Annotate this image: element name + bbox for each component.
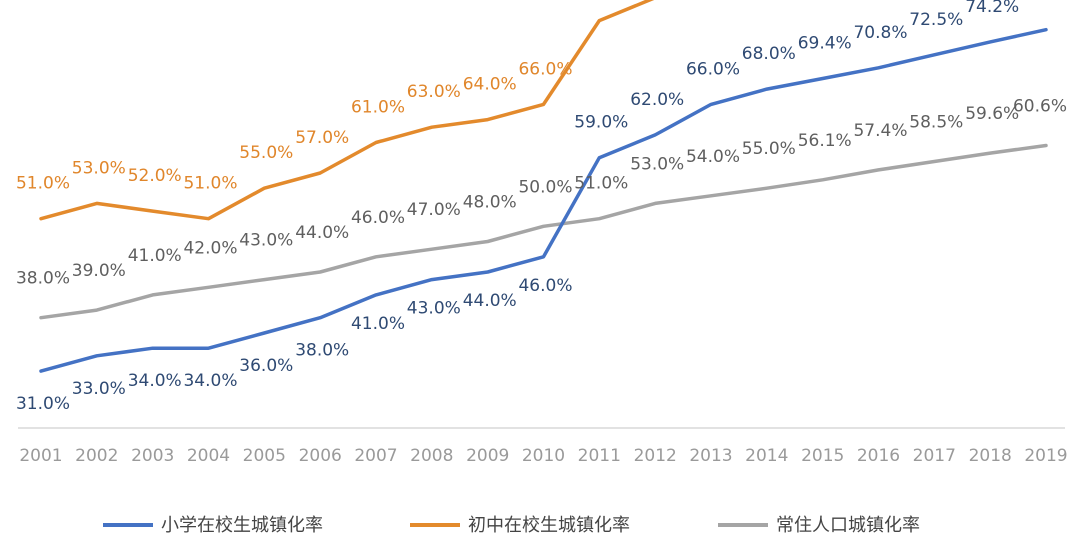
data-label: 33.0%: [72, 379, 126, 399]
x-tick-label: 2013: [689, 446, 732, 466]
data-label: 41.0%: [128, 246, 182, 266]
data-label: 57.4%: [853, 121, 907, 141]
data-label: 72.5%: [909, 10, 963, 30]
x-tick-label: 2019: [1024, 446, 1067, 466]
data-label: 58.5%: [909, 113, 963, 133]
data-label: 51.0%: [574, 174, 628, 194]
data-label: 38.0%: [16, 269, 70, 289]
data-label: 60.6%: [1013, 97, 1067, 117]
data-label: 57.0%: [295, 128, 349, 148]
x-tick-label: 2014: [745, 446, 788, 466]
data-label: 66.0%: [686, 59, 740, 79]
data-label: 53.0%: [72, 158, 126, 178]
legend-label: 初中在校生城镇化率: [468, 515, 630, 536]
data-label: 41.0%: [351, 314, 405, 334]
series-line-3: [39, 143, 1048, 320]
x-tick-label: 2017: [913, 446, 956, 466]
data-label: 53.0%: [630, 154, 684, 174]
series-line-1: [39, 27, 1048, 373]
data-label: 63.0%: [407, 82, 461, 102]
x-tick-label: 2009: [466, 446, 509, 466]
data-label: 43.0%: [407, 299, 461, 319]
x-tick-label: 2006: [299, 446, 342, 466]
x-tick-label: 2016: [857, 446, 900, 466]
data-label: 51.0%: [183, 174, 237, 194]
data-label: 75.8%: [1013, 0, 1067, 5]
data-label: 39.0%: [72, 261, 126, 281]
data-label: 59.6%: [965, 104, 1019, 124]
data-label: 64.0%: [463, 75, 517, 95]
series-line-2: [39, 0, 655, 221]
x-tick-label: 2012: [634, 446, 677, 466]
legend-item: 小学在校生城镇化率: [103, 515, 323, 536]
legend-item: 初中在校生城镇化率: [410, 515, 630, 536]
data-label: 38.0%: [295, 341, 349, 361]
x-tick-label: 2011: [578, 446, 621, 466]
x-tick-label: 2010: [522, 446, 565, 466]
data-label: 66.0%: [518, 59, 572, 79]
data-label: 46.0%: [351, 208, 405, 228]
data-label: 70.8%: [853, 23, 907, 43]
data-label: 43.0%: [239, 231, 293, 251]
data-label: 36.0%: [239, 356, 293, 376]
data-label: 34.0%: [183, 371, 237, 391]
data-label: 47.0%: [407, 200, 461, 220]
legend-label: 小学在校生城镇化率: [161, 515, 323, 536]
data-label: 55.0%: [742, 139, 796, 159]
x-tick-label: 2001: [19, 446, 62, 466]
x-tick-label: 2004: [187, 446, 230, 466]
x-tick-label: 2015: [801, 446, 844, 466]
legend-label: 常住人口城镇化率: [776, 515, 920, 536]
data-label: 42.0%: [183, 238, 237, 258]
data-label: 51.0%: [16, 174, 70, 194]
data-label: 59.0%: [574, 113, 628, 133]
data-label: 55.0%: [239, 143, 293, 163]
data-label: 46.0%: [518, 276, 572, 296]
data-label: 68.0%: [742, 44, 796, 64]
data-label: 31.0%: [16, 394, 70, 414]
x-tick-label: 2002: [75, 446, 118, 466]
legend-item: 常住人口城镇化率: [718, 515, 920, 536]
data-label: 56.1%: [798, 131, 852, 151]
data-label: 61.0%: [351, 98, 405, 118]
data-label: 74.2%: [965, 0, 1019, 17]
x-tick-label: 2005: [243, 446, 286, 466]
x-tick-label: 2007: [354, 446, 397, 466]
data-label: 44.0%: [295, 223, 349, 243]
data-label: 50.0%: [518, 177, 572, 197]
data-label: 52.0%: [128, 166, 182, 186]
data-label: 44.0%: [463, 291, 517, 311]
data-label: 34.0%: [128, 371, 182, 391]
x-tick-label: 2008: [410, 446, 453, 466]
data-label: 54.0%: [686, 147, 740, 167]
x-tick-label: 2018: [969, 446, 1012, 466]
data-label: 69.4%: [798, 34, 852, 54]
data-label: 48.0%: [463, 193, 517, 213]
data-label: 62.0%: [630, 90, 684, 110]
x-tick-label: 2003: [131, 446, 174, 466]
